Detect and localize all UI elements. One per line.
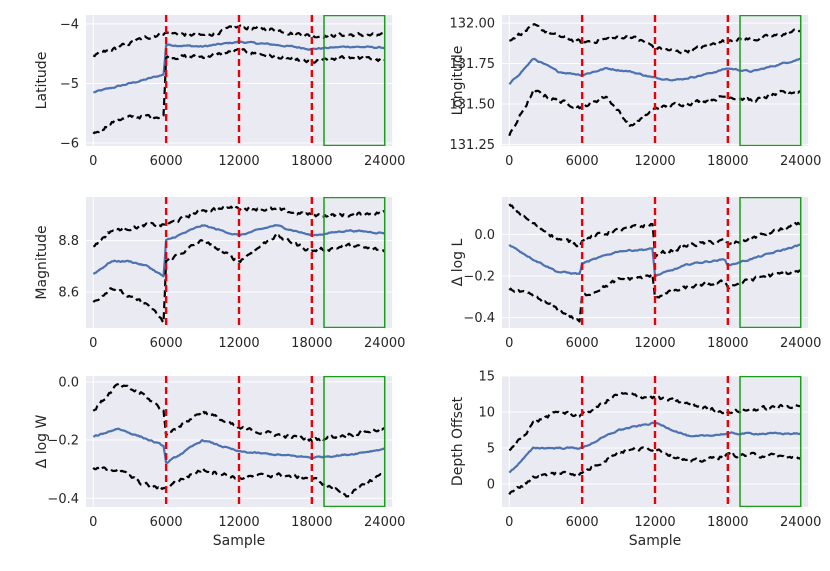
x-axis-label: Sample bbox=[629, 533, 682, 549]
plot-area bbox=[508, 15, 802, 146]
y-tick-label: −0.4 bbox=[47, 492, 79, 507]
x-tick-label: 6000 bbox=[566, 336, 599, 351]
y-tick-label: 0 bbox=[487, 477, 495, 492]
x-tick-label: 24000 bbox=[780, 515, 821, 530]
highlight-box bbox=[739, 376, 802, 507]
series-line-upper bbox=[508, 391, 801, 452]
x-tick-label: 0 bbox=[89, 154, 97, 169]
series-line-lower bbox=[508, 269, 802, 323]
y-axis-label: Depth Offset bbox=[450, 396, 466, 486]
highlight-box bbox=[323, 15, 386, 146]
y-axis-label: Latitude bbox=[34, 52, 50, 110]
subplot-2: 0 6000 12000 18000 24000 131.25 131.50 131.75 13… bbox=[450, 15, 821, 169]
x-tick-label: 0 bbox=[505, 336, 513, 351]
x-tick-label: 24000 bbox=[780, 154, 821, 169]
y-tick-label: −0.2 bbox=[463, 270, 495, 285]
y-tick-label: 8.8 bbox=[58, 234, 79, 249]
y-tick-label: 0.0 bbox=[474, 228, 495, 243]
x-tick-label: 12000 bbox=[634, 154, 675, 169]
series-line-mean bbox=[92, 427, 386, 464]
series-line-mean bbox=[508, 57, 802, 85]
x-tick-label: 18000 bbox=[707, 154, 748, 169]
x-tick-label: 0 bbox=[89, 515, 97, 530]
y-tick-label: 131.50 bbox=[450, 97, 496, 112]
y-tick-label: 131.75 bbox=[450, 57, 496, 72]
x-tick-label: 24000 bbox=[364, 154, 405, 169]
y-tick-label: −0.2 bbox=[47, 434, 79, 449]
y-tick-label: 10 bbox=[478, 405, 495, 420]
y-tick-label: 0.0 bbox=[58, 375, 79, 390]
series-line-lower bbox=[508, 446, 802, 495]
y-tick-label: 131.25 bbox=[450, 138, 496, 153]
x-axis-label: Sample bbox=[213, 533, 266, 549]
x-tick-label: 24000 bbox=[780, 336, 821, 351]
x-tick-label: 18000 bbox=[291, 336, 332, 351]
y-tick-label: 5 bbox=[487, 441, 495, 456]
x-tick-label: 0 bbox=[505, 154, 513, 169]
plot-area bbox=[92, 376, 386, 507]
y-tick-label: −0.4 bbox=[463, 311, 495, 326]
x-tick-label: 18000 bbox=[291, 515, 332, 530]
subplot-6: 0 6000 12000 18000 24000 0 5 10 15 Depth Offset Sa… bbox=[450, 370, 821, 550]
plot-area bbox=[92, 197, 386, 328]
x-tick-label: 12000 bbox=[218, 154, 259, 169]
y-tick-label: 8.6 bbox=[58, 286, 79, 301]
y-axis-label: Δ log W bbox=[34, 415, 50, 469]
series-line-upper bbox=[92, 382, 385, 443]
y-tick-label: −5 bbox=[60, 77, 79, 92]
highlight-box bbox=[323, 197, 386, 328]
plot-area bbox=[508, 197, 802, 328]
x-tick-label: 6000 bbox=[150, 515, 183, 530]
plot-area bbox=[92, 15, 386, 146]
x-tick-label: 6000 bbox=[150, 336, 183, 351]
y-axis-label: Magnitude bbox=[34, 225, 50, 299]
highlight-box bbox=[739, 15, 802, 146]
y-axis-label: Δ log L bbox=[450, 238, 466, 286]
x-tick-label: 18000 bbox=[707, 515, 748, 530]
x-tick-label: 12000 bbox=[218, 336, 259, 351]
x-tick-label: 6000 bbox=[566, 154, 599, 169]
series-line-lower bbox=[92, 233, 386, 324]
x-tick-label: 18000 bbox=[291, 154, 332, 169]
y-tick-label: 132.00 bbox=[450, 17, 496, 32]
x-tick-label: 12000 bbox=[218, 515, 259, 530]
y-tick-label: 15 bbox=[478, 370, 495, 385]
subplot-3: 0 6000 12000 18000 24000 8.6 8.8 Magnitude bbox=[34, 197, 405, 351]
x-tick-label: 24000 bbox=[364, 515, 405, 530]
x-tick-label: 6000 bbox=[150, 154, 183, 169]
x-tick-label: 24000 bbox=[364, 336, 405, 351]
plot-area bbox=[508, 376, 802, 507]
subplot-4: 0 6000 12000 18000 24000 −0.4 −0.2 0.0 Δ log L bbox=[450, 197, 821, 351]
highlight-box bbox=[323, 376, 386, 507]
y-tick-label: −6 bbox=[60, 137, 79, 152]
x-tick-label: 18000 bbox=[707, 336, 748, 351]
highlight-box bbox=[739, 197, 802, 328]
x-tick-label: 0 bbox=[505, 515, 513, 530]
x-tick-label: 6000 bbox=[566, 515, 599, 530]
y-axis-label: Longitude bbox=[450, 46, 466, 116]
subplot-1: 0 6000 12000 18000 24000 −6 −5 −4 Latitude bbox=[34, 15, 405, 169]
subplot-5: 0 6000 12000 18000 24000 −0.4 −0.2 0.0 Δ log W Sa… bbox=[34, 375, 405, 549]
x-tick-label: 12000 bbox=[634, 336, 675, 351]
x-tick-label: 12000 bbox=[634, 515, 675, 530]
x-tick-label: 0 bbox=[89, 336, 97, 351]
y-tick-label: −4 bbox=[60, 17, 79, 32]
